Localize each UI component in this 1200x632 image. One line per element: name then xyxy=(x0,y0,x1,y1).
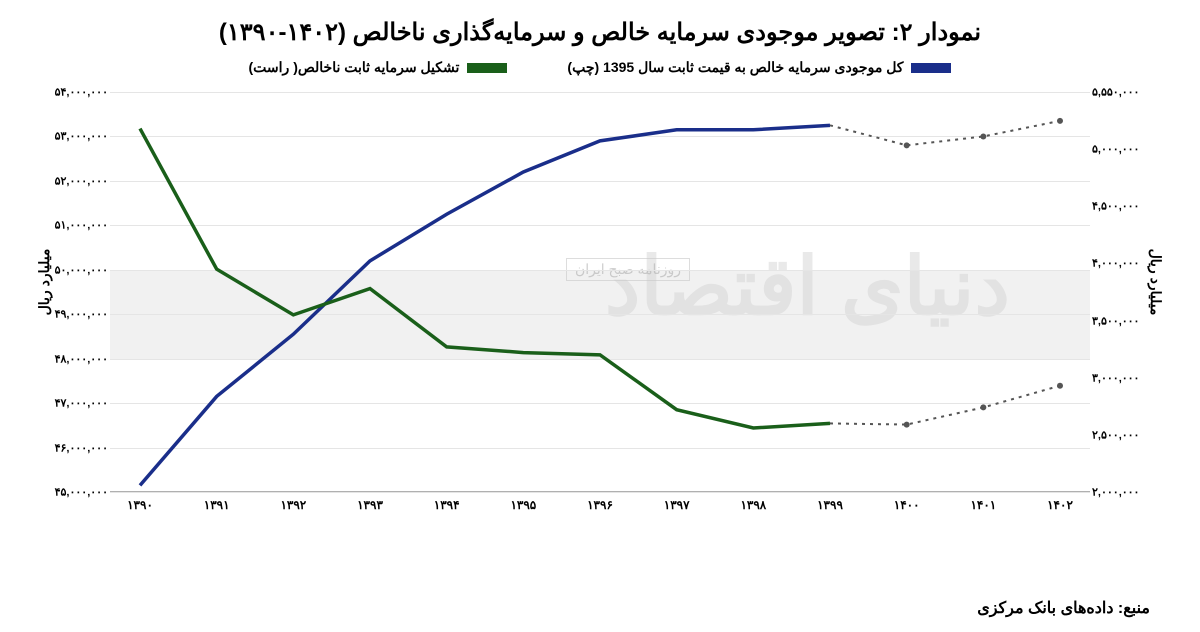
y-left-tick: ۵۲,۰۰۰,۰۰۰ xyxy=(30,174,108,187)
x-tick: ۱۴۰۱ xyxy=(970,498,996,512)
x-axis: ۱۳۹۰ ۱۳۹۱ ۱۳۹۲ ۱۳۹۳ ۱۳۹۴ ۱۳۹۵ ۱۳۹۶ ۱۳۹۷ ۱۳۹۸ ۱۳۹۹… xyxy=(110,498,1090,520)
legend-label-1: کل موجودی سرمایه خالص به قیمت ثابت سال 1… xyxy=(567,59,903,76)
y-left-tick: ۴۸,۰۰۰,۰۰۰ xyxy=(30,352,108,365)
x-tick: ۱۳۹۴ xyxy=(434,498,460,512)
x-tick: ۱۳۹۶ xyxy=(587,498,613,512)
y-right-tick: ۲,۰۰۰,۰۰۰ xyxy=(1092,486,1170,499)
x-tick: ۱۴۰۲ xyxy=(1047,498,1073,512)
y-left-tick: ۵۳,۰۰۰,۰۰۰ xyxy=(30,130,108,143)
x-tick: ۱۴۰۰ xyxy=(894,498,920,512)
x-tick: ۱۳۹۲ xyxy=(280,498,306,512)
legend-label-2: تشکیل سرمایه ثابت ناخالص( راست) xyxy=(249,59,460,76)
legend-swatch-1 xyxy=(911,63,951,73)
y-left-tick: ۵۰,۰۰۰,۰۰۰ xyxy=(30,263,108,276)
y-right-tick: ۴,۰۰۰,۰۰۰ xyxy=(1092,257,1170,270)
y-right-tick: ۵,۵۵۰,۰۰۰ xyxy=(1092,86,1170,99)
y-right-tick: ۴,۵۰۰,۰۰۰ xyxy=(1092,200,1170,213)
y-right-tick: ۵,۰۰۰,۰۰۰ xyxy=(1092,143,1170,156)
y-left-tick: ۴۶,۰۰۰,۰۰۰ xyxy=(30,441,108,454)
chart-area: میلیارد ریال میلیارد ریال ۴۵,۰۰۰,۰۰۰۴۶,۰… xyxy=(30,82,1170,532)
y-right-axis: ۲,۰۰۰,۰۰۰۲,۵۰۰,۰۰۰۳,۰۰۰,۰۰۰۳,۵۰۰,۰۰۰۴,۰۰… xyxy=(1092,92,1170,492)
y-right-tick: ۳,۰۰۰,۰۰۰ xyxy=(1092,371,1170,384)
x-tick: ۱۳۹۱ xyxy=(204,498,230,512)
legend-item-2: تشکیل سرمایه ثابت ناخالص( راست) xyxy=(249,59,508,76)
y-left-axis: ۴۵,۰۰۰,۰۰۰۴۶,۰۰۰,۰۰۰۴۷,۰۰۰,۰۰۰۴۸,۰۰۰,۰۰۰… xyxy=(30,92,108,492)
y-right-tick: ۲,۵۰۰,۰۰۰ xyxy=(1092,428,1170,441)
y-right-tick: ۳,۵۰۰,۰۰۰ xyxy=(1092,314,1170,327)
x-tick: ۱۳۹۸ xyxy=(740,498,766,512)
x-tick: ۱۳۹۷ xyxy=(664,498,690,512)
legend-item-1: کل موجودی سرمایه خالص به قیمت ثابت سال 1… xyxy=(567,59,951,76)
chart-title: نمودار ۲: تصویر موجودی سرمایه خالص و سرم… xyxy=(0,0,1200,55)
source-text: منبع: داده‌های بانک مرکزی xyxy=(977,598,1150,618)
plot-area: دنیای اقتصاد روزنامه صبح ایران xyxy=(110,92,1090,492)
legend: کل موجودی سرمایه خالص به قیمت ثابت سال 1… xyxy=(0,55,1200,82)
lines-svg xyxy=(110,92,1090,492)
y-left-tick: ۵۱,۰۰۰,۰۰۰ xyxy=(30,219,108,232)
x-tick: ۱۳۹۰ xyxy=(127,498,153,512)
y-left-tick: ۴۵,۰۰۰,۰۰۰ xyxy=(30,486,108,499)
x-tick: ۱۳۹۳ xyxy=(357,498,383,512)
legend-swatch-2 xyxy=(467,63,507,73)
x-tick: ۱۳۹۹ xyxy=(817,498,843,512)
x-tick: ۱۳۹۵ xyxy=(510,498,536,512)
y-left-tick: ۴۹,۰۰۰,۰۰۰ xyxy=(30,308,108,321)
y-left-tick: ۵۴,۰۰۰,۰۰۰ xyxy=(30,86,108,99)
y-left-tick: ۴۷,۰۰۰,۰۰۰ xyxy=(30,397,108,410)
